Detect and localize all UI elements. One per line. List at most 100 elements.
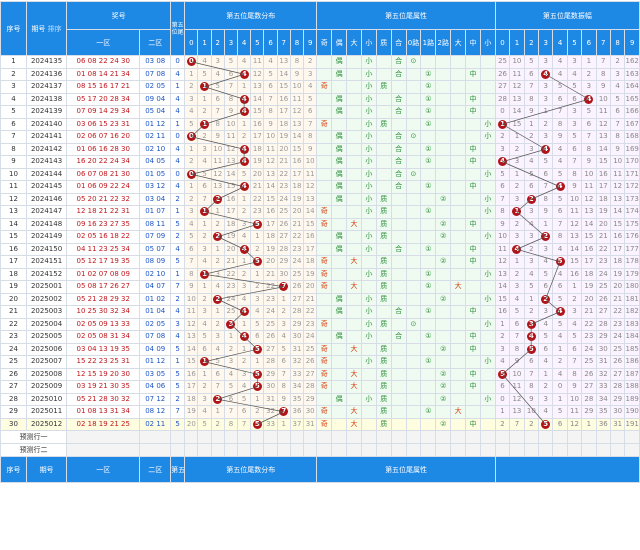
predict-cell[interactable]	[197, 443, 212, 457]
attr-cell: 大	[346, 280, 362, 294]
predict-cell[interactable]	[210, 430, 225, 444]
predict-cell[interactable]	[237, 443, 252, 457]
predict-cell[interactable]	[276, 443, 291, 457]
predict-cell[interactable]	[66, 430, 141, 444]
predict-cell[interactable]	[609, 443, 626, 457]
dist-cell: 14	[184, 342, 199, 356]
amp-cell: 15	[566, 255, 583, 269]
amp-cell: 1	[494, 317, 511, 331]
predict-cell[interactable]	[66, 443, 141, 457]
amp-cell: 6	[538, 280, 554, 294]
predict-cell[interactable]	[331, 430, 348, 444]
hit-ball: 1	[200, 119, 210, 129]
attr-cell	[390, 355, 407, 369]
dist-cell: 26	[303, 355, 318, 369]
predict-cell[interactable]	[405, 430, 422, 444]
predict-cell[interactable]	[170, 430, 186, 444]
sort-link[interactable]: 排序	[47, 24, 62, 33]
predict-cell[interactable]	[276, 430, 291, 444]
period-header[interactable]: 期号 排序	[25, 1, 68, 56]
predict-cell[interactable]	[624, 430, 640, 444]
predict-cell[interactable]	[303, 443, 318, 457]
predict-cell[interactable]	[360, 443, 377, 457]
dist-cell: 33	[263, 417, 278, 431]
predict-cell[interactable]	[289, 443, 305, 457]
predict-cell[interactable]	[538, 443, 554, 457]
predict-cell[interactable]	[566, 430, 583, 444]
predict-cell[interactable]	[263, 430, 278, 444]
predict-cell[interactable]	[360, 430, 377, 444]
predict-cell[interactable]	[538, 430, 554, 444]
attr-col-7: 1路	[420, 29, 437, 56]
predict-cell[interactable]	[523, 430, 540, 444]
predict-cell[interactable]	[479, 430, 496, 444]
attr-cell	[346, 355, 362, 369]
predict-cell[interactable]	[450, 443, 467, 457]
predict-cell[interactable]	[184, 430, 199, 444]
predict-cell[interactable]	[509, 443, 525, 457]
predict-cell[interactable]	[624, 443, 640, 457]
predict-cell[interactable]	[375, 443, 392, 457]
attr-cell: 中	[465, 142, 481, 156]
dist-cell: 31	[303, 417, 318, 431]
predict-cell[interactable]	[509, 430, 525, 444]
predict-cell[interactable]	[346, 430, 362, 444]
predict-cell[interactable]	[523, 443, 540, 457]
predict-cell[interactable]	[494, 443, 511, 457]
predict-cell[interactable]	[316, 430, 333, 444]
predict-cell[interactable]	[552, 430, 568, 444]
predict-cell[interactable]	[289, 430, 305, 444]
predict-cell[interactable]	[184, 443, 199, 457]
predict-cell[interactable]	[435, 430, 452, 444]
amp-cell: 9	[509, 355, 525, 369]
predict-cell[interactable]	[250, 443, 265, 457]
predict-row-2[interactable]: 预测行二	[0, 443, 68, 457]
predict-cell[interactable]	[595, 430, 611, 444]
predict-cell[interactable]	[450, 430, 467, 444]
predict-cell[interactable]	[223, 443, 239, 457]
amp-cell: 25	[595, 280, 611, 294]
predict-cell[interactable]	[139, 430, 172, 444]
predict-cell[interactable]	[331, 443, 348, 457]
predict-cell[interactable]	[420, 443, 437, 457]
predict-cell[interactable]	[609, 430, 626, 444]
predict-cell[interactable]	[250, 430, 265, 444]
amp-cell: 166	[624, 105, 640, 119]
predict-cell[interactable]	[375, 430, 392, 444]
attr-cell	[390, 342, 407, 356]
predict-cell[interactable]	[581, 430, 597, 444]
row-index: 15	[0, 230, 27, 244]
predict-cell[interactable]	[405, 443, 422, 457]
predict-cell[interactable]	[139, 443, 172, 457]
amp-cell: 164	[624, 80, 640, 94]
predict-cell[interactable]	[552, 443, 568, 457]
predict-cell[interactable]	[237, 430, 252, 444]
dist-cell: 25	[303, 342, 318, 356]
predict-cell[interactable]	[223, 430, 239, 444]
predict-cell[interactable]	[420, 430, 437, 444]
predict-cell[interactable]	[581, 443, 597, 457]
predict-cell[interactable]	[479, 443, 496, 457]
dist-cell: 11	[263, 142, 278, 156]
predict-cell[interactable]	[316, 443, 333, 457]
predict-row-1[interactable]: 预测行一	[0, 430, 68, 444]
predict-cell[interactable]	[197, 430, 212, 444]
predict-cell[interactable]	[303, 430, 318, 444]
predict-cell[interactable]	[390, 443, 407, 457]
predict-cell[interactable]	[566, 443, 583, 457]
amp-cell: 170	[624, 155, 640, 169]
predict-cell[interactable]	[210, 443, 225, 457]
dist-cell: 16	[263, 205, 278, 219]
predict-cell[interactable]	[435, 443, 452, 457]
predict-cell[interactable]	[494, 430, 511, 444]
predict-cell[interactable]	[595, 443, 611, 457]
predict-cell[interactable]	[170, 443, 186, 457]
predict-cell[interactable]	[465, 443, 481, 457]
predict-cell[interactable]	[390, 430, 407, 444]
attr-cell	[346, 167, 362, 181]
predict-cell[interactable]	[263, 443, 278, 457]
predict-cell[interactable]	[465, 430, 481, 444]
predict-cell[interactable]	[346, 443, 362, 457]
dist-cell: 6	[184, 242, 199, 256]
amp-cell: 9	[566, 380, 583, 394]
